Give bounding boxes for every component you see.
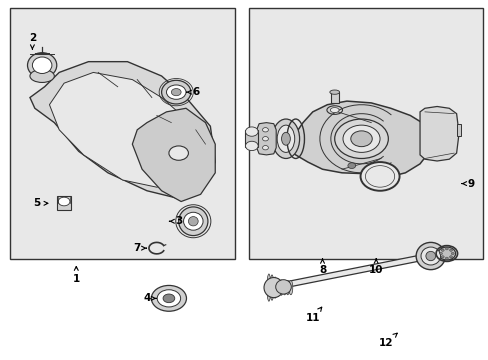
Ellipse shape: [58, 197, 70, 206]
Ellipse shape: [151, 285, 186, 311]
Text: 5: 5: [34, 198, 48, 208]
Polygon shape: [49, 72, 200, 187]
Ellipse shape: [32, 57, 52, 73]
Text: 1: 1: [73, 266, 80, 284]
Text: 12: 12: [378, 333, 396, 348]
Ellipse shape: [450, 252, 453, 255]
Ellipse shape: [448, 249, 451, 251]
Ellipse shape: [350, 131, 371, 147]
Text: 2: 2: [29, 33, 36, 49]
Ellipse shape: [342, 125, 379, 152]
Ellipse shape: [273, 277, 277, 298]
FancyBboxPatch shape: [245, 130, 258, 147]
FancyBboxPatch shape: [330, 92, 338, 103]
Text: 9: 9: [461, 179, 474, 189]
Ellipse shape: [279, 280, 283, 295]
Ellipse shape: [360, 162, 399, 191]
Ellipse shape: [157, 290, 180, 307]
FancyBboxPatch shape: [249, 8, 483, 259]
Ellipse shape: [330, 108, 338, 113]
Ellipse shape: [440, 249, 443, 251]
Ellipse shape: [262, 145, 268, 150]
Ellipse shape: [277, 125, 294, 152]
Polygon shape: [419, 107, 458, 161]
Ellipse shape: [437, 247, 455, 260]
Ellipse shape: [445, 257, 447, 259]
Ellipse shape: [440, 256, 443, 258]
Ellipse shape: [420, 247, 440, 265]
Ellipse shape: [30, 69, 54, 82]
Ellipse shape: [347, 163, 355, 168]
Ellipse shape: [171, 89, 181, 96]
Ellipse shape: [285, 280, 289, 295]
Ellipse shape: [281, 132, 290, 145]
Ellipse shape: [262, 136, 268, 141]
Text: 4: 4: [143, 293, 156, 303]
Ellipse shape: [282, 280, 286, 295]
Ellipse shape: [445, 248, 447, 250]
Text: 10: 10: [368, 259, 383, 275]
Ellipse shape: [166, 85, 185, 99]
Text: 8: 8: [318, 259, 325, 275]
Ellipse shape: [448, 256, 451, 258]
Text: 7: 7: [133, 243, 146, 253]
Ellipse shape: [276, 279, 280, 296]
Ellipse shape: [27, 53, 57, 78]
Ellipse shape: [183, 212, 203, 230]
Ellipse shape: [262, 128, 268, 132]
Ellipse shape: [264, 278, 283, 298]
FancyBboxPatch shape: [10, 8, 234, 259]
Ellipse shape: [168, 146, 188, 160]
Ellipse shape: [245, 141, 258, 150]
Ellipse shape: [439, 252, 442, 255]
Ellipse shape: [245, 127, 258, 136]
Polygon shape: [132, 108, 215, 202]
FancyBboxPatch shape: [57, 197, 71, 210]
Ellipse shape: [269, 275, 273, 300]
Ellipse shape: [161, 80, 190, 104]
Polygon shape: [256, 123, 276, 155]
Polygon shape: [30, 62, 215, 198]
Text: 3: 3: [169, 216, 182, 226]
Text: 6: 6: [186, 87, 199, 97]
Ellipse shape: [415, 242, 445, 270]
Ellipse shape: [329, 90, 339, 94]
Ellipse shape: [288, 280, 292, 295]
Ellipse shape: [163, 294, 174, 303]
Ellipse shape: [272, 119, 299, 158]
Ellipse shape: [425, 251, 435, 261]
Polygon shape: [287, 101, 434, 176]
Ellipse shape: [365, 166, 394, 187]
Ellipse shape: [275, 280, 291, 294]
Ellipse shape: [334, 119, 387, 158]
FancyBboxPatch shape: [456, 124, 461, 135]
Ellipse shape: [188, 217, 198, 226]
Text: 11: 11: [305, 307, 321, 323]
Ellipse shape: [266, 274, 270, 301]
Ellipse shape: [326, 106, 342, 114]
Ellipse shape: [178, 207, 207, 235]
